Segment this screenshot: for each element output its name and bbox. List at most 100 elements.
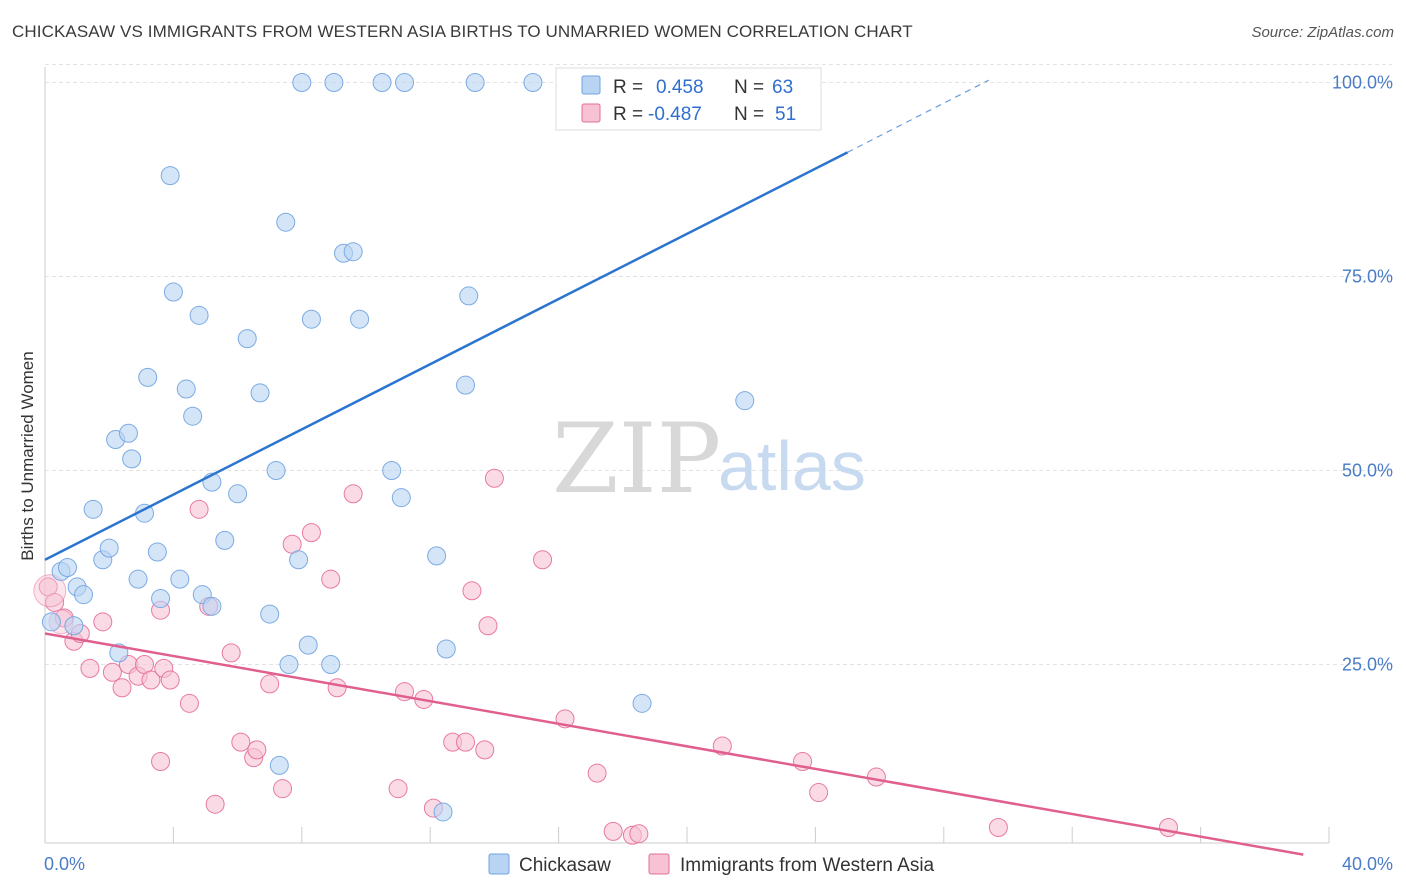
data-point: [301, 309, 321, 329]
data-point: [866, 767, 886, 787]
data-point: [183, 406, 203, 426]
grid-lines: [45, 64, 1392, 666]
legend-swatch-blue: [581, 75, 601, 95]
data-point: [735, 391, 755, 411]
data-point: [160, 166, 180, 186]
data-point: [395, 73, 415, 93]
legend-n-label-2: N =: [734, 104, 764, 125]
data-point: [436, 639, 456, 659]
data-point: [112, 678, 132, 698]
data-point: [170, 569, 190, 589]
data-point: [276, 212, 296, 232]
data-point: [462, 581, 482, 601]
data-point: [118, 423, 138, 443]
data-point: [632, 693, 652, 713]
data-point: [80, 658, 100, 678]
legend-top: R = 0.458 N = 63 R = -0.487 N = 51: [555, 67, 822, 131]
data-point: [484, 468, 504, 488]
data-point: [64, 616, 84, 636]
series-immigrants-western-asia: [33, 468, 1178, 845]
data-point: [465, 73, 485, 93]
data-point: [163, 282, 183, 302]
data-point: [475, 740, 495, 760]
trend-line-immigrants: [44, 632, 1304, 856]
trend-line-chickasaw-extension: [847, 79, 990, 153]
legend-r-value-2: -0.487: [648, 104, 702, 125]
x-tick-label-min: 0.0%: [44, 854, 85, 874]
data-point: [298, 635, 318, 655]
data-point: [292, 73, 312, 93]
data-point: [350, 309, 370, 329]
y-tick-label: 50.0%: [1342, 461, 1393, 481]
data-point: [221, 643, 241, 663]
data-point: [343, 242, 363, 262]
data-point: [289, 550, 309, 570]
data-point: [260, 604, 280, 624]
data-point: [809, 783, 829, 803]
data-point: [176, 379, 196, 399]
watermark-zip: ZIP: [552, 403, 721, 515]
data-point: [93, 612, 113, 632]
trend-lines: [44, 79, 1304, 856]
data-point: [99, 538, 119, 558]
data-point: [533, 550, 553, 570]
legend-n-label-1: N =: [734, 77, 764, 98]
y-tick-label: 100.0%: [1332, 73, 1393, 93]
data-point: [629, 824, 649, 844]
legend-bottom: Chickasaw Immigrants from Western Asia: [488, 853, 935, 876]
legend-swatch-pink: [581, 103, 601, 123]
chart-title: CHICKASAW VS IMMIGRANTS FROM WESTERN ASI…: [12, 22, 913, 41]
series-chickasaw: [41, 73, 819, 822]
data-point: [324, 73, 344, 93]
data-point: [301, 523, 321, 543]
data-point-large: [33, 574, 67, 608]
y-axis-title: Births to Unmarried Women: [18, 351, 37, 560]
y-tick-label: 25.0%: [1342, 655, 1393, 675]
data-point: [427, 546, 447, 566]
legend-n-value-1: 63: [772, 77, 793, 98]
bottom-legend-swatch-immigrants: [648, 853, 670, 875]
data-point: [41, 612, 61, 632]
data-point: [603, 821, 623, 841]
data-point: [205, 794, 225, 814]
source-label: Source: ZipAtlas.com: [1251, 24, 1394, 41]
data-point: [189, 499, 209, 519]
data-point: [160, 670, 180, 690]
trend-line-chickasaw: [44, 151, 849, 561]
data-point: [321, 655, 341, 675]
data-point: [456, 732, 476, 752]
x-tick-label-max: 40.0%: [1342, 854, 1393, 874]
data-point: [382, 461, 402, 481]
data-point: [273, 779, 293, 799]
bottom-legend-swatch-chickasaw: [488, 853, 510, 875]
bottom-legend-label-chickasaw: Chickasaw: [519, 855, 611, 876]
data-point: [1159, 817, 1178, 837]
data-point: [57, 558, 77, 578]
data-point: [456, 375, 476, 395]
data-point: [433, 802, 453, 822]
data-point: [343, 484, 363, 504]
y-tick-labels: 25.0% 50.0% 75.0% 100.0%: [1332, 73, 1393, 675]
data-point: [269, 755, 289, 775]
data-point: [391, 488, 411, 508]
data-point: [147, 542, 167, 562]
data-point: [260, 674, 280, 694]
legend-n-value-2: 51: [775, 104, 796, 125]
data-point: [372, 73, 392, 93]
data-point: [988, 817, 1008, 837]
data-point: [587, 763, 607, 783]
data-point: [388, 779, 408, 799]
data-point: [321, 569, 341, 589]
data-point: [237, 329, 257, 349]
legend-r-label-1: R =: [613, 77, 643, 98]
data-point: [189, 305, 209, 325]
data-point: [228, 484, 248, 504]
legend-r-value-1: 0.458: [656, 77, 704, 98]
data-point: [122, 449, 142, 469]
data-point: [231, 732, 251, 752]
y-tick-label: 75.0%: [1342, 267, 1393, 287]
data-point: [266, 461, 286, 481]
data-point: [523, 73, 543, 93]
watermark-atlas: atlas: [718, 427, 866, 505]
bottom-legend-label-immigrants: Immigrants from Western Asia: [680, 855, 935, 876]
